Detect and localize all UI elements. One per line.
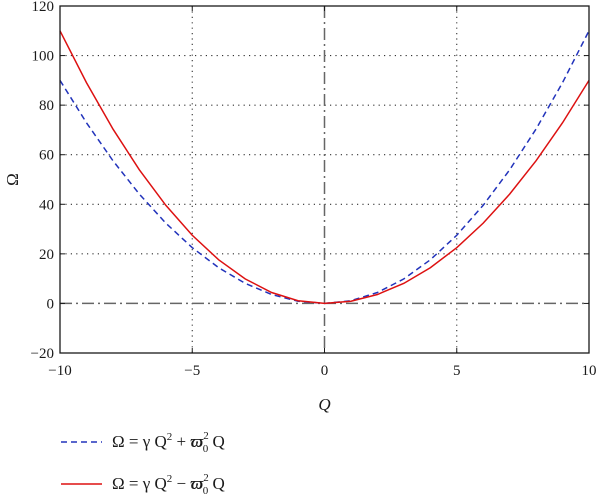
reference-lines <box>60 6 589 353</box>
y-tick-label: 40 <box>39 197 54 213</box>
y-tick-label: 0 <box>47 296 55 312</box>
y-tick-label: −20 <box>31 346 54 362</box>
y-tick-label: 60 <box>39 148 54 164</box>
x-tick-label: −10 <box>48 363 71 379</box>
x-tick-label: 5 <box>453 363 461 379</box>
x-tick-label: −5 <box>184 363 200 379</box>
legend-label-1: Ω = γ Q2 + ϖ2 0 Q <box>112 430 225 455</box>
legend: Ω = γ Q2 + ϖ2 0 Q Ω = γ Q2 − ϖ2 0 Q <box>61 430 225 497</box>
y-tick-label: 20 <box>39 247 54 263</box>
y-tick-label: 100 <box>32 49 55 65</box>
grid-lines <box>60 6 589 353</box>
legend-label-2: Ω = γ Q2 − ϖ2 0 Q <box>112 472 225 497</box>
tick-labels: −10 −5 0 5 10 −20 0 20 40 60 80 100 120 <box>31 0 597 379</box>
y-axis-title: Ω <box>3 173 22 186</box>
x-axis-title: Q <box>318 395 330 414</box>
series-line-2 <box>59 30 590 305</box>
x-tick-label: 0 <box>321 363 329 379</box>
series-layer <box>59 30 590 305</box>
y-tick-label: 80 <box>39 98 54 114</box>
tick-marks <box>59 5 590 354</box>
y-tick-label: 120 <box>32 0 55 15</box>
x-tick-label: 10 <box>582 363 597 379</box>
